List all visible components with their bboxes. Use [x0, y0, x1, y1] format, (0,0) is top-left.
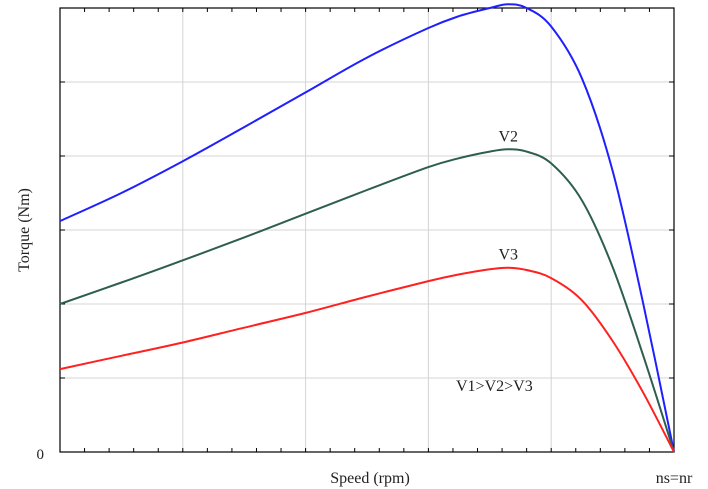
voltage-order-annotation: V1>V2>V3 — [456, 378, 533, 395]
series-labels: V1V2V3 — [498, 0, 518, 264]
y-tick-label-zero: 0 — [37, 447, 45, 463]
x-axis-label: Speed (rpm) — [330, 470, 410, 487]
x-tick-label-ns-nr: ns=nr — [656, 470, 693, 487]
series-label-v2: V2 — [498, 128, 518, 145]
curves — [59, 3, 675, 453]
axis-ticks — [60, 8, 674, 452]
curve-v2 — [59, 148, 675, 453]
curve-v3 — [59, 266, 675, 453]
y-axis-label: Torque (Nm) — [16, 188, 33, 272]
grid-lines — [60, 8, 674, 452]
curve-v1 — [59, 3, 675, 453]
series-label-v3: V3 — [498, 247, 518, 264]
